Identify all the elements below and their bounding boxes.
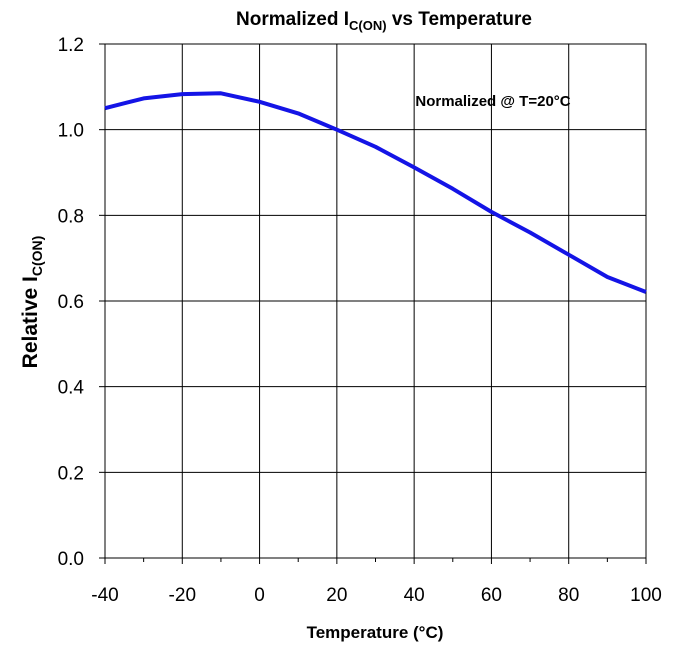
y-tick-label: 0.8 <box>58 206 84 227</box>
x-tick-label: -20 <box>169 585 196 606</box>
chart-title-prefix: Normalized I <box>236 9 349 30</box>
y-axis-label-subscript: C(ON) <box>29 236 45 276</box>
y-axis-label-prefix: Relative I <box>19 276 42 368</box>
x-tick-label: 20 <box>326 585 347 606</box>
y-tick-label: 1.0 <box>58 121 84 142</box>
x-tick-label: 0 <box>254 585 265 606</box>
chart-title-suffix: vs Temperature <box>387 9 532 30</box>
series-layer <box>104 91 647 294</box>
y-axis-label: Relative IC(ON) <box>19 236 45 369</box>
chart-title: Normalized IC(ON) vs Temperature <box>236 9 532 33</box>
y-tick-label: 1.2 <box>58 35 84 56</box>
x-tick-label: 40 <box>404 585 425 606</box>
y-tick-label: 0.6 <box>58 292 84 313</box>
chart-title-subscript: C(ON) <box>349 18 387 33</box>
normalization-annotation: Normalized @ T=20°C <box>415 93 570 110</box>
x-tick-label: 100 <box>630 585 662 606</box>
y-tick-label: 0.2 <box>58 463 84 484</box>
axis-ticks: -40 -20 0 20 40 60 80 100 0.0 0.2 0.4 0.6 0.8 1.0 1.2 <box>58 35 662 606</box>
x-axis-label: Temperature (°C) <box>307 623 444 642</box>
y-tick-label: 0.0 <box>58 549 84 570</box>
y-tick-label: 0.4 <box>58 378 85 399</box>
x-tick-label: -40 <box>91 585 118 606</box>
series-line <box>104 91 647 294</box>
grid-lines <box>104 43 647 559</box>
x-tick-label: 60 <box>481 585 502 606</box>
x-tick-label: 80 <box>558 585 579 606</box>
